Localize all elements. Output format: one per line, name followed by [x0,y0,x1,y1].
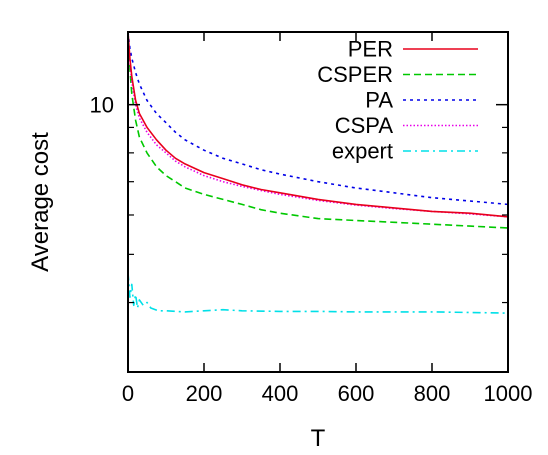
legend-label: expert [332,139,393,164]
series-line-per [127,31,509,218]
legend-entry-cspa: CSPA [335,113,478,138]
legend-entry-pa: PA [365,88,478,113]
x-tick-label: 600 [338,381,375,406]
legend-entry-expert: expert [332,139,478,164]
legend-label: PA [365,88,393,113]
x-tick-label: 200 [186,381,223,406]
series-line-csper [127,31,509,229]
legend-label: CSPA [335,113,394,138]
x-tick-label: 800 [414,381,451,406]
legend-entry-per: PER [348,37,478,62]
series-layer [127,31,509,314]
y-tick-label: 10 [90,93,114,118]
series-line-pa [127,31,509,206]
x-tick-label: 1000 [484,381,533,406]
legend-entry-csper: CSPER [317,62,478,87]
x-tick-label: 0 [122,381,134,406]
y-axis-label: Average cost [27,132,54,272]
x-tick-label: 400 [262,381,299,406]
plot-frame [127,31,509,373]
x-axis-label: T [311,425,326,452]
legend-label: CSPER [317,62,393,87]
series-line-expert [127,272,509,314]
series-line-cspa [127,31,509,218]
legend-label: PER [348,37,393,62]
tick-layer: 0 200 400 600 800 1000 10 [90,32,533,406]
